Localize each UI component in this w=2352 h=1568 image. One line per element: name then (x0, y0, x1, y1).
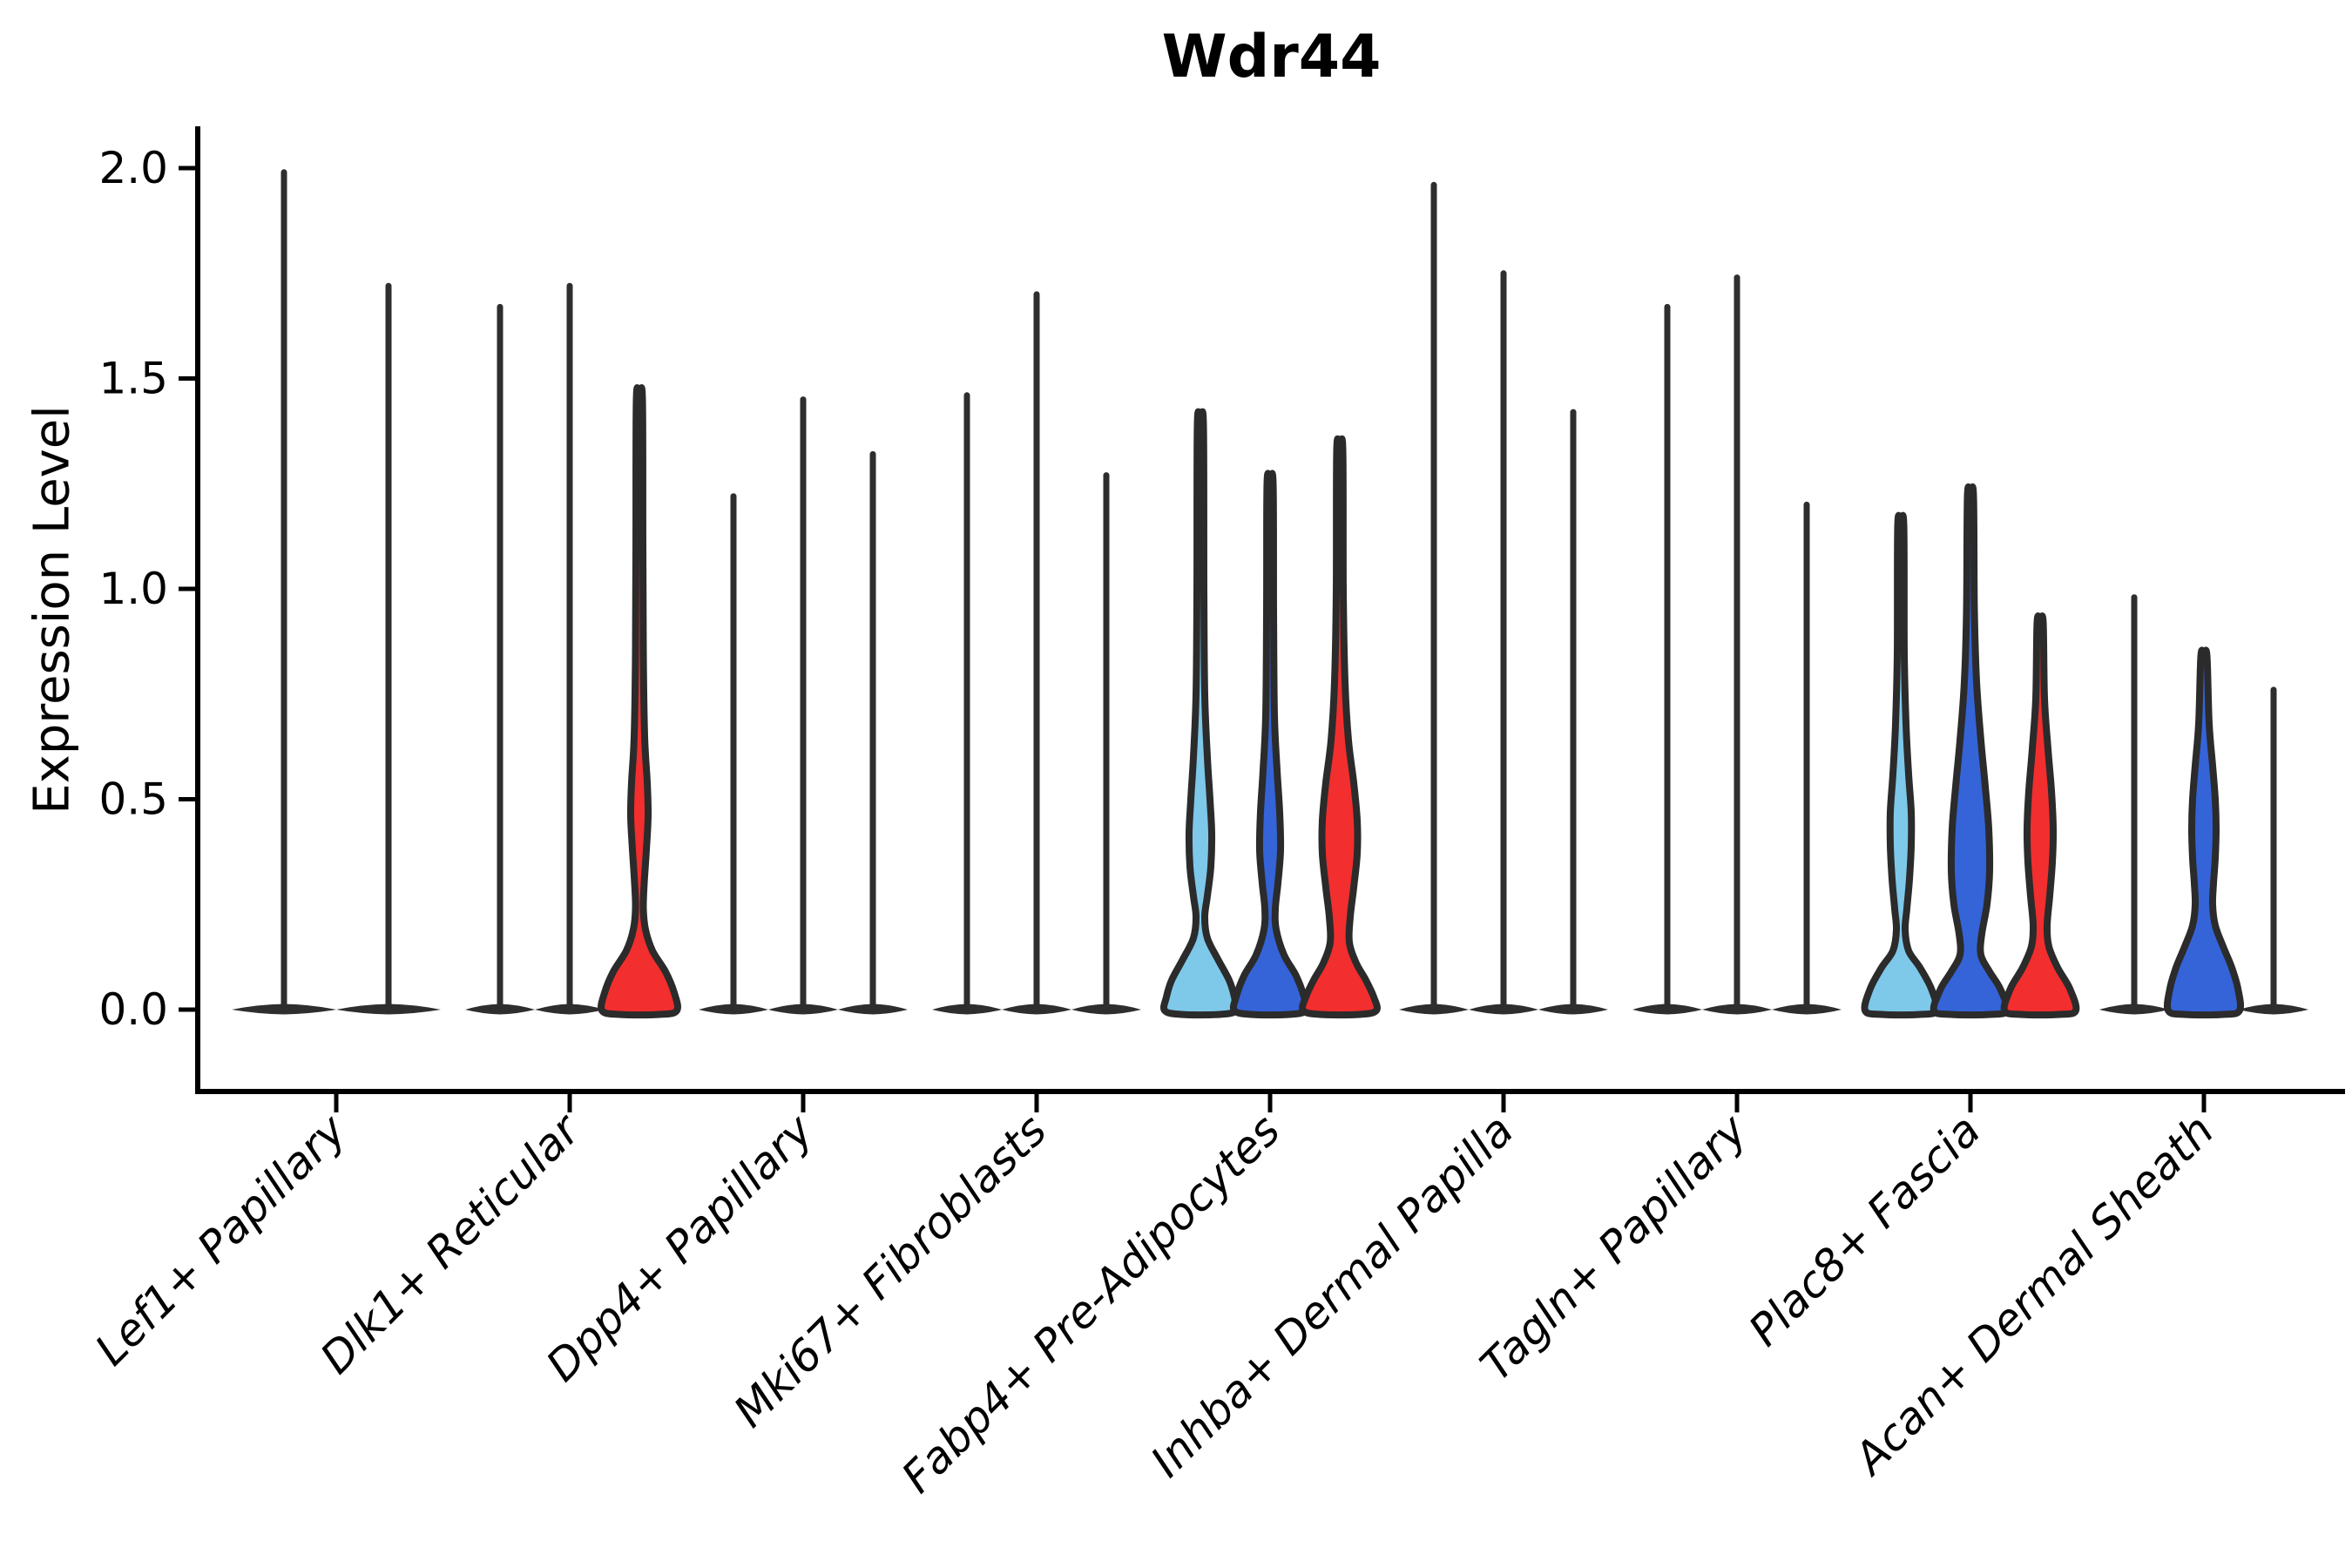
violin-body-7-2 (2000, 612, 2080, 1019)
x-axis-category-label: Lef1+ Papillary (85, 1104, 356, 1375)
x-axis-category-label: Plac8+ Fascia (1740, 1105, 1990, 1355)
y-tick-label: 1.5 (98, 354, 168, 404)
chart-title: Wdr44 (1161, 23, 1382, 91)
x-axis-category-label: Fabp4+ Pre-Adipocytes (892, 1105, 1290, 1503)
y-tick-label: 0.0 (98, 984, 168, 1035)
violin-body-4-1 (1229, 470, 1311, 1019)
y-tick-label: 2.0 (98, 143, 168, 193)
x-axis-category-label: Dlk1+ Reticular (311, 1103, 591, 1383)
y-axis-label: Expression Level (24, 405, 81, 814)
violin-body-7-0 (1861, 511, 1941, 1019)
violin-body-4-0 (1159, 408, 1241, 1019)
violin-body-8-1 (2163, 646, 2245, 1019)
violin-body-7-1 (1930, 483, 2011, 1019)
y-tick-label: 0.5 (98, 774, 168, 825)
y-tick-label: 1.0 (98, 564, 168, 614)
violin-body-1-2 (598, 384, 681, 1019)
violin-body-4-2 (1299, 435, 1381, 1019)
